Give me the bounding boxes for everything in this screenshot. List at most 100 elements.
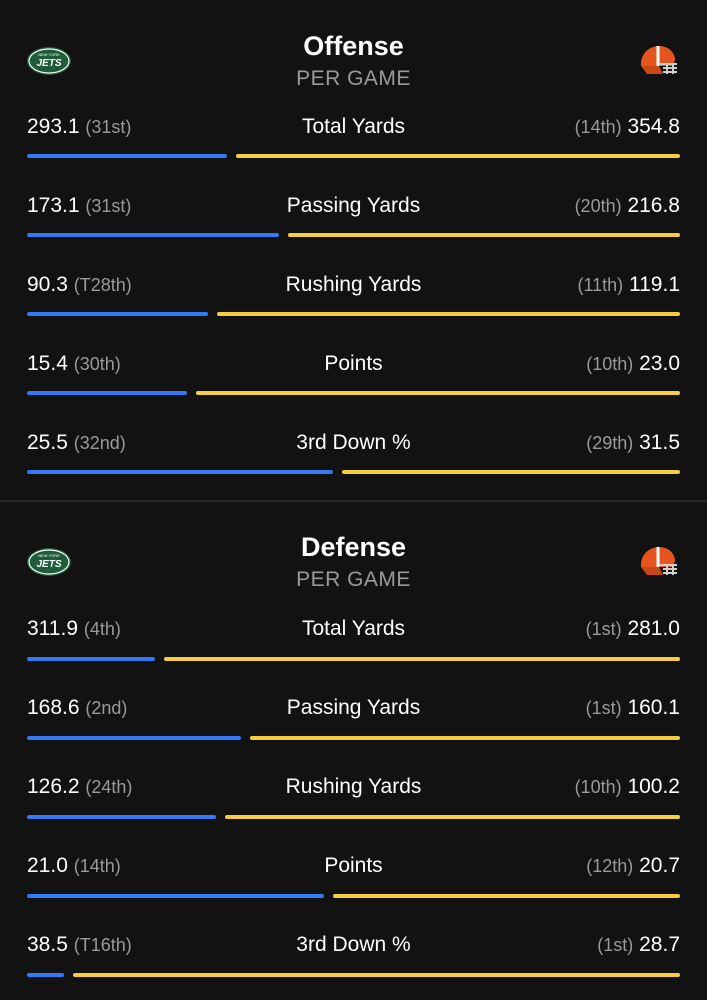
left-rank: (4th) xyxy=(83,619,121,639)
left-bar xyxy=(27,894,324,898)
right-rank: (10th) xyxy=(574,777,622,797)
left-bar xyxy=(27,815,216,819)
stat-label: 3rd Down % xyxy=(296,431,411,454)
right-rank: (1st) xyxy=(597,935,634,955)
right-stat: (10th) 23.0 xyxy=(586,352,680,376)
offense-section: NEW YORK JETS Offense PER GAME 293.1 (31… xyxy=(0,31,707,491)
stat-row-points: 21.0 (14th) Points (12th) 20.7 xyxy=(0,854,707,914)
left-rank: (2nd) xyxy=(85,698,128,718)
right-stat: (12th) 20.7 xyxy=(586,854,680,878)
right-bar xyxy=(250,736,680,740)
section-subtitle: PER GAME xyxy=(296,568,411,591)
left-bar xyxy=(27,312,208,316)
right-value: 160.1 xyxy=(627,696,680,719)
left-stat: 25.5 (32nd) xyxy=(27,431,126,455)
left-value: 126.2 xyxy=(27,775,80,798)
left-stat: 21.0 (14th) xyxy=(27,854,121,878)
left-value: 173.1 xyxy=(27,194,80,217)
right-value: 100.2 xyxy=(627,775,680,798)
right-stat: (11th) 119.1 xyxy=(577,273,680,297)
left-stat: 173.1 (31st) xyxy=(27,194,131,218)
left-stat: 90.3 (T28th) xyxy=(27,273,132,297)
right-rank: (12th) xyxy=(586,856,634,876)
right-bar xyxy=(73,973,680,977)
stat-row-third-down: 38.5 (T16th) 3rd Down % (1st) 28.7 xyxy=(0,933,707,993)
stat-row-points: 15.4 (30th) Points (10th) 23.0 xyxy=(0,352,707,412)
left-stat: 38.5 (T16th) xyxy=(27,933,132,957)
defense-section: NEW YORK JETS Defense PER GAME 311.9 (4t… xyxy=(0,502,707,1000)
right-bar xyxy=(225,815,680,819)
right-rank: (20th) xyxy=(574,196,622,216)
left-bar xyxy=(27,233,279,237)
stat-label: Passing Yards xyxy=(286,194,421,217)
left-stat: 126.2 (24th) xyxy=(27,775,132,799)
stat-row-passing-yards: 168.6 (2nd) Passing Yards (1st) 160.1 xyxy=(0,696,707,756)
right-stat: (20th) 216.8 xyxy=(575,194,680,218)
stat-row-rushing-yards: 126.2 (24th) Rushing Yards (10th) 100.2 xyxy=(0,775,707,835)
right-value: 23.0 xyxy=(639,352,680,375)
left-value: 168.6 xyxy=(27,696,80,719)
right-value: 216.8 xyxy=(627,194,680,217)
left-stat: 293.1 (31st) xyxy=(27,115,131,139)
stat-label: Total Yards xyxy=(301,617,406,640)
right-value: 354.8 xyxy=(627,115,680,138)
left-value: 15.4 xyxy=(27,352,68,375)
stat-row-rushing-yards: 90.3 (T28th) Rushing Yards (11th) 119.1 xyxy=(0,273,707,333)
left-rank: (T16th) xyxy=(73,935,132,955)
left-value: 21.0 xyxy=(27,854,68,877)
right-rank: (1st) xyxy=(585,698,622,718)
right-bar xyxy=(333,894,680,898)
right-value: 281.0 xyxy=(627,617,680,640)
stat-row-third-down: 25.5 (32nd) 3rd Down % (29th) 31.5 xyxy=(0,431,707,491)
svg-text:JETS: JETS xyxy=(36,559,61,570)
right-bar xyxy=(288,233,680,237)
right-value: 119.1 xyxy=(629,273,680,296)
right-bar xyxy=(164,657,680,661)
svg-text:JETS: JETS xyxy=(36,58,61,69)
left-rank: (14th) xyxy=(73,856,121,876)
stat-label: Points xyxy=(324,854,383,877)
stat-label: Rushing Yards xyxy=(285,775,422,798)
svg-text:NEW YORK: NEW YORK xyxy=(38,553,60,558)
right-bar xyxy=(236,154,680,158)
browns-helmet-icon xyxy=(637,44,679,83)
left-bar xyxy=(27,154,227,158)
right-value: 20.7 xyxy=(639,854,680,877)
left-stat: 15.4 (30th) xyxy=(27,352,121,376)
left-rank: (32nd) xyxy=(73,433,126,453)
left-value: 311.9 xyxy=(27,617,78,640)
left-bar xyxy=(27,973,64,977)
browns-helmet-icon xyxy=(637,545,679,584)
stat-label: Points xyxy=(324,352,383,375)
svg-text:NEW YORK: NEW YORK xyxy=(38,52,60,57)
right-bar xyxy=(217,312,680,316)
left-rank: (31st) xyxy=(85,196,132,216)
left-value: 90.3 xyxy=(27,273,68,296)
section-title: Defense xyxy=(300,532,407,562)
left-stat: 311.9 (4th) xyxy=(27,617,121,641)
right-rank: (29th) xyxy=(586,433,634,453)
section-subtitle: PER GAME xyxy=(296,67,411,90)
stat-label: Passing Yards xyxy=(286,696,421,719)
left-bar xyxy=(27,657,155,661)
left-value: 38.5 xyxy=(27,933,68,956)
stat-label: Total Yards xyxy=(301,115,406,138)
right-stat: (29th) 31.5 xyxy=(586,431,680,455)
right-stat: (1st) 281.0 xyxy=(586,617,680,641)
stat-row-total-yards: 311.9 (4th) Total Yards (1st) 281.0 xyxy=(0,617,707,677)
right-rank: (10th) xyxy=(586,354,634,374)
left-bar xyxy=(27,736,241,740)
section-title: Offense xyxy=(303,31,404,61)
stat-row-total-yards: 293.1 (31st) Total Yards (14th) 354.8 xyxy=(0,115,707,175)
right-value: 31.5 xyxy=(639,431,680,454)
section-divider xyxy=(0,500,707,502)
jets-logo-icon: NEW YORK JETS xyxy=(26,46,72,81)
left-rank: (24th) xyxy=(85,777,133,797)
right-bar xyxy=(196,391,680,395)
right-value: 28.7 xyxy=(639,933,680,956)
right-stat: (1st) 160.1 xyxy=(586,696,680,720)
stat-row-passing-yards: 173.1 (31st) Passing Yards (20th) 216.8 xyxy=(0,194,707,254)
right-stat: (10th) 100.2 xyxy=(575,775,680,799)
right-bar xyxy=(342,470,680,474)
right-rank: (14th) xyxy=(574,117,622,137)
